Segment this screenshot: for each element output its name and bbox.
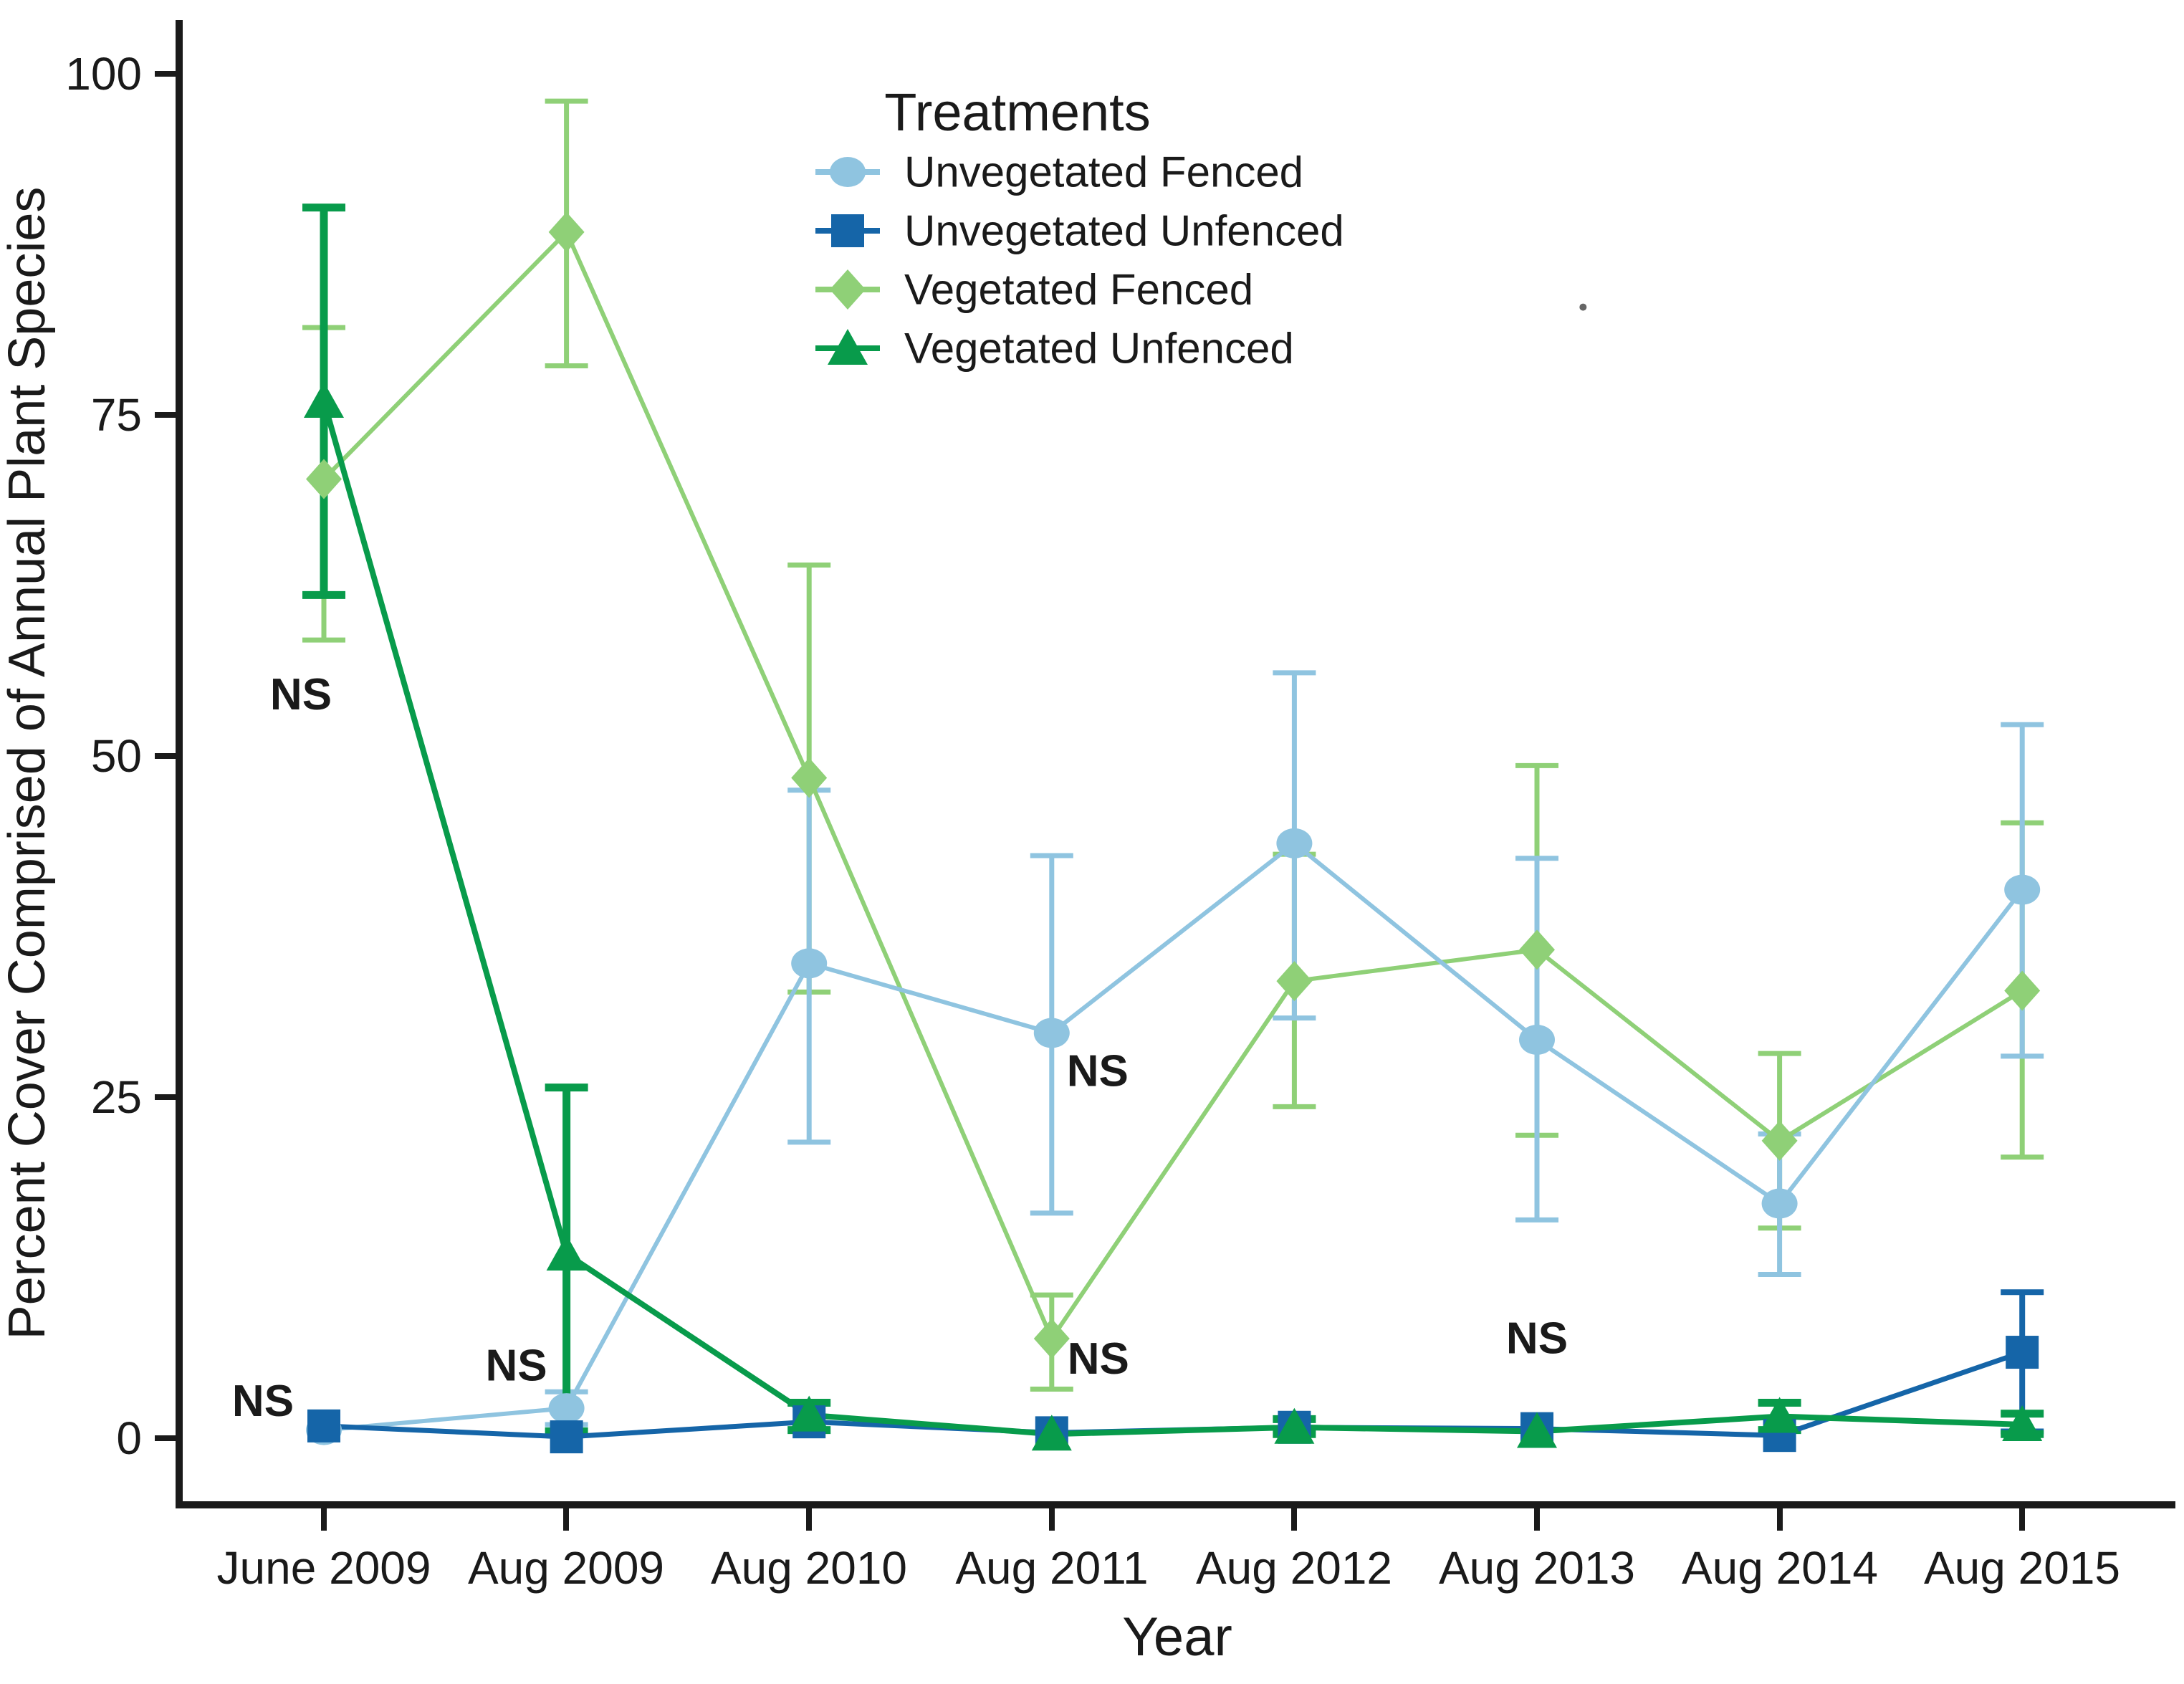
x-tick-label: Aug 2012 (1196, 1542, 1392, 1594)
x-tick-label: Aug 2013 (1439, 1542, 1635, 1594)
data-points-layer (304, 211, 2043, 1454)
data-point-marker-triangle (1759, 1397, 1800, 1433)
data-point-marker-circle (1519, 1025, 1555, 1056)
data-point-marker-diamond (791, 757, 828, 798)
x-tick-label: Aug 2014 (1682, 1542, 1878, 1594)
data-point-marker-diamond (2004, 970, 2041, 1011)
data-point-marker-triangle (828, 329, 868, 365)
data-point-marker-triangle (1031, 1415, 1072, 1451)
data-point-marker-diamond (548, 211, 585, 252)
data-point-marker-square (307, 1409, 340, 1443)
data-point-marker-circle (1276, 828, 1313, 858)
series-line (322, 228, 2023, 1344)
y-tick-label: 25 (91, 1071, 142, 1123)
data-point-marker-triangle (2002, 1405, 2043, 1441)
ns-annotation: NS (486, 1341, 547, 1391)
data-point-marker-circle (830, 157, 866, 187)
ns-annotation: NS (1067, 1046, 1129, 1096)
legend-title: Treatments (884, 82, 1150, 142)
legend-glyphs (815, 157, 880, 365)
x-tick-label: Aug 2009 (468, 1542, 664, 1594)
y-tick-label: 50 (91, 730, 142, 782)
x-tick-label: Aug 2015 (1924, 1542, 2120, 1594)
data-point-marker-circle (1033, 1018, 1070, 1048)
y-tick-label: 0 (116, 1412, 142, 1464)
data-point-marker-triangle (789, 1395, 830, 1432)
y-axis-title: Percent Cover Comprised of Annual Plant … (0, 187, 56, 1340)
data-point-marker-diamond (1033, 1319, 1070, 1359)
y-tick-label: 100 (65, 48, 142, 100)
data-point-marker-diamond (1519, 929, 1555, 970)
series-line (321, 400, 2023, 1437)
ns-annotation: NS (1506, 1314, 1568, 1364)
data-point-marker-circle (2004, 874, 2041, 905)
x-tick-label: Aug 2010 (711, 1542, 907, 1594)
data-point-marker-circle (548, 1393, 585, 1424)
series-lines-layer (321, 228, 2024, 1440)
data-point-marker-diamond (1761, 1120, 1798, 1161)
legend-label: Vegetated Unfenced (904, 325, 1294, 373)
ns-annotation: NS (270, 670, 332, 719)
data-point-marker-circle (791, 948, 828, 979)
x-tick-label: June 2009 (217, 1542, 431, 1594)
data-point-marker-diamond (306, 459, 342, 499)
data-point-marker-diamond (830, 269, 866, 310)
data-point-marker-triangle (546, 1234, 587, 1271)
data-point-marker-square (831, 214, 864, 247)
x-tick-label: Aug 2011 (955, 1542, 1148, 1594)
legend-label: Vegetated Fenced (904, 266, 1253, 314)
annotations-layer: NS NS NS NS NS NS (232, 303, 1587, 1426)
ns-annotation: NS (1068, 1334, 1129, 1384)
data-point-marker-circle (1761, 1188, 1798, 1219)
legend: Treatments Unvegetated Fenced Unvegetate… (815, 82, 1344, 373)
data-point-marker-triangle (304, 381, 344, 418)
ns-annotation: NS (232, 1377, 294, 1426)
stray-dot (1579, 303, 1587, 311)
x-axis-title: Year (1122, 1607, 1232, 1668)
series-line (323, 841, 2024, 1432)
data-point-marker-triangle (1274, 1407, 1315, 1444)
data-point-marker-triangle (1517, 1412, 1557, 1448)
y-tick-label: 75 (91, 389, 142, 441)
data-point-marker-square (2006, 1336, 2039, 1369)
legend-label: Unvegetated Unfenced (904, 207, 1344, 255)
legend-label: Unvegetated Fenced (904, 148, 1303, 196)
data-point-marker-square (550, 1420, 583, 1454)
data-point-marker-diamond (1276, 961, 1313, 1002)
